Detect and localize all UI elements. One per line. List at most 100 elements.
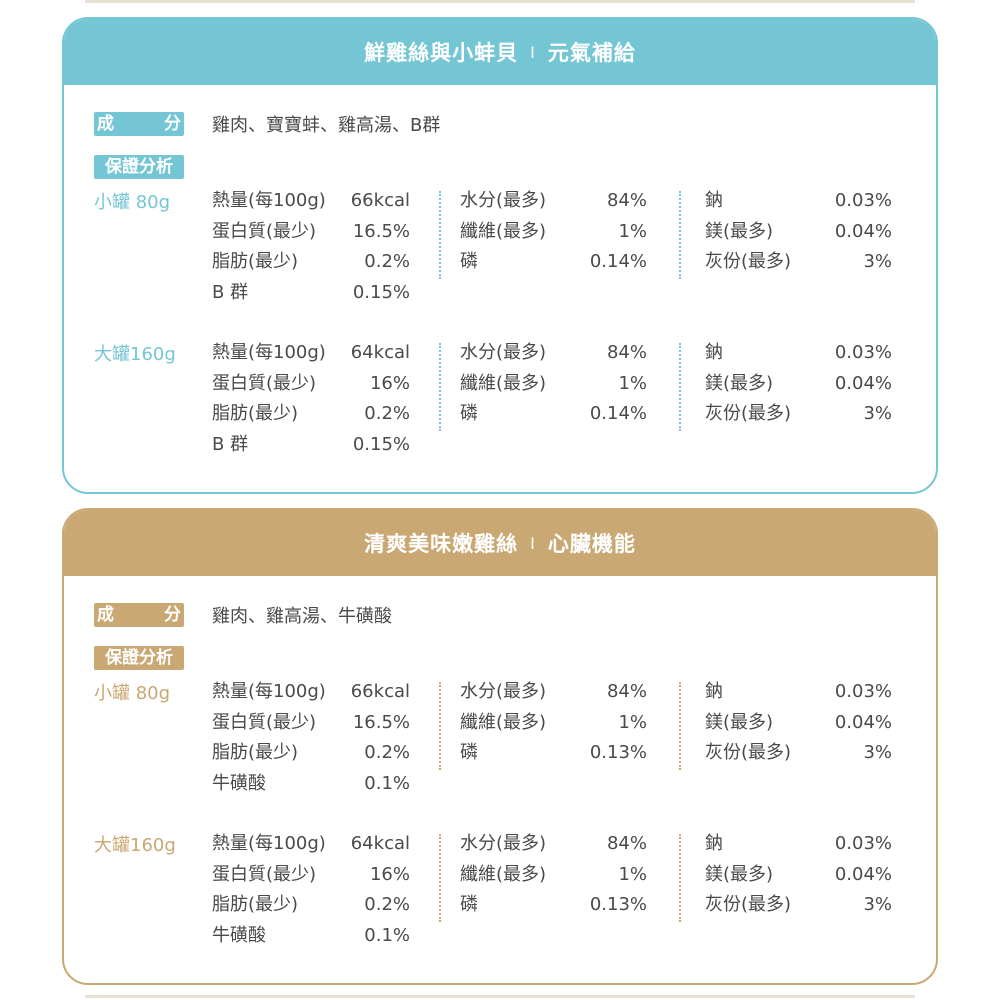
nutrient-label: 鈉 (705, 342, 723, 363)
nutrient-item: 磷 0.14% (64, 400, 936, 428)
nutrient-label: 水分(最多) (460, 681, 547, 702)
nutrient-label: 灰份(最多) (705, 403, 792, 425)
nutrient-item: 鎂(最多) 0.04% (64, 370, 936, 398)
nutrient-label: 纖維(最多) (460, 372, 547, 394)
nutrient-item: 水分(最多) 84% (64, 678, 936, 706)
dotted-divider (439, 834, 441, 922)
nutrient-label: B 群 (212, 282, 249, 304)
tag-char: 成 (97, 114, 114, 134)
title-separator: I (530, 42, 536, 62)
nutrient-value: 66kcal (350, 681, 410, 702)
bottom-divider-line (85, 995, 915, 998)
nutrient-label: 蛋白質(最少) (212, 863, 317, 885)
nutrient-value: 0.15% (352, 282, 410, 304)
nutrient-value: 0.13% (589, 894, 647, 916)
nutrient-item: 灰份(最多) 3% (64, 891, 936, 919)
nutrient-item: 蛋白質(最少) 16% (64, 861, 936, 889)
nutrient-item: 水分(最多) 84% (64, 187, 936, 215)
nutrient-item: 鈉 0.03% (64, 678, 936, 706)
nutrient-value: 0.04% (834, 711, 892, 733)
ingredients-tag: 成分 (94, 603, 184, 627)
nutrient-item: B 群 0.15% (64, 279, 936, 307)
dotted-divider (439, 343, 441, 431)
nutrient-label: 灰份(最多) (705, 251, 792, 273)
nutrient-value: 84% (606, 342, 647, 363)
nutrient-value: 0.2% (364, 894, 410, 916)
dotted-divider (679, 191, 681, 279)
nutrient-label: 水分(最多) (460, 833, 547, 854)
nutrient-value: 84% (606, 681, 647, 702)
dotted-divider (679, 682, 681, 770)
nutrient-label: 磷 (460, 251, 478, 273)
nutrient-item: 灰份(最多) 3% (64, 739, 936, 767)
card-header: 清爽美味嫩雞絲 I 心臟機能 (64, 510, 936, 576)
nutrient-item: 鎂(最多) 0.04% (64, 218, 936, 246)
nutrient-value: 0.13% (589, 742, 647, 764)
ingredients-text: 雞肉、寶寶蚌、雞高湯、B群 (212, 115, 441, 136)
nutrient-label: 鎂(最多) (705, 220, 774, 242)
nutrient-label: 蛋白質(最少) (212, 711, 317, 733)
nutrient-label: 蛋白質(最少) (212, 372, 317, 394)
analysis-tag: 保證分析 (94, 646, 184, 670)
nutrient-label: 鎂(最多) (705, 863, 774, 885)
nutrient-label: 熱量(每100g) (212, 342, 326, 363)
title-separator: I (530, 533, 536, 553)
nutrient-label: 鈉 (705, 681, 723, 702)
nutrient-value: 0.04% (834, 220, 892, 242)
nutrient-value: 16.5% (352, 711, 410, 733)
nutrient-item: 水分(最多) 84% (64, 339, 936, 367)
nutrient-item: 牛磺酸 0.1% (64, 770, 936, 798)
nutrient-item: 熱量(每100g) 66kcal (64, 678, 936, 706)
nutrient-value: 3% (863, 251, 892, 273)
nutrient-label: 水分(最多) (460, 342, 547, 363)
size-label: 大罐160g (94, 344, 176, 365)
nutrient-value: 0.03% (834, 833, 892, 854)
nutrient-label: 灰份(最多) (705, 742, 792, 764)
nutrient-item: 蛋白質(最少) 16.5% (64, 218, 936, 246)
nutrient-label: 鈉 (705, 833, 723, 854)
nutrient-item: 磷 0.14% (64, 248, 936, 276)
analysis-tag: 保證分析 (94, 155, 184, 179)
size-label: 小罐 80g (94, 683, 171, 704)
nutrient-item: 纖維(最多) 1% (64, 218, 936, 246)
card-subtitle: 元氣補給 (547, 41, 636, 65)
dotted-divider (439, 191, 441, 279)
nutrient-item: 蛋白質(最少) 16.5% (64, 709, 936, 737)
nutrient-item: 熱量(每100g) 64kcal (64, 830, 936, 858)
ingredients-text: 雞肉、雞高湯、牛磺酸 (212, 606, 392, 627)
nutrient-value: 1% (618, 220, 647, 242)
nutrient-label: 纖維(最多) (460, 220, 547, 242)
nutrient-label: 脂肪(最少) (212, 251, 299, 273)
nutrient-value: 84% (606, 833, 647, 854)
nutrient-value: 3% (863, 894, 892, 916)
nutrient-value: 0.15% (352, 434, 410, 456)
tag-char: 成 (97, 605, 114, 625)
nutrient-label: 鎂(最多) (705, 372, 774, 394)
nutrient-label: 磷 (460, 894, 478, 916)
nutrient-value: 16.5% (352, 220, 410, 242)
nutrient-value: 0.2% (364, 403, 410, 425)
nutrient-item: 磷 0.13% (64, 739, 936, 767)
nutrient-value: 0.1% (364, 925, 410, 947)
nutrient-value: 16% (369, 863, 410, 885)
size-label: 小罐 80g (94, 192, 171, 213)
size-label: 大罐160g (94, 835, 176, 856)
nutrient-value: 0.04% (834, 372, 892, 394)
nutrient-value: 0.04% (834, 863, 892, 885)
product-card: 鮮雞絲與小蚌貝 I 元氣補給成分雞肉、寶寶蚌、雞高湯、B群 保證分析 小罐 80g 熱量(… (62, 17, 938, 494)
nutrient-value: 84% (606, 190, 647, 211)
nutrient-label: 磷 (460, 742, 478, 764)
product-card: 清爽美味嫩雞絲 I 心臟機能成分雞肉、雞高湯、牛磺酸 保證分析 小罐 80g 熱量(每10… (62, 508, 938, 985)
nutrient-label: 纖維(最多) (460, 863, 547, 885)
nutrient-label: 鈉 (705, 190, 723, 211)
nutrient-label: 牛磺酸 (212, 925, 266, 947)
nutrient-label: 纖維(最多) (460, 711, 547, 733)
nutrient-value: 0.14% (589, 251, 647, 273)
nutrient-value: 1% (618, 863, 647, 885)
nutrient-label: 蛋白質(最少) (212, 220, 317, 242)
nutrient-value: 0.03% (834, 190, 892, 211)
card-header: 鮮雞絲與小蚌貝 I 元氣補給 (64, 19, 936, 85)
nutrient-value: 0.14% (589, 403, 647, 425)
nutrient-item: 灰份(最多) 3% (64, 248, 936, 276)
card-title: 鮮雞絲與小蚌貝 (364, 41, 519, 65)
